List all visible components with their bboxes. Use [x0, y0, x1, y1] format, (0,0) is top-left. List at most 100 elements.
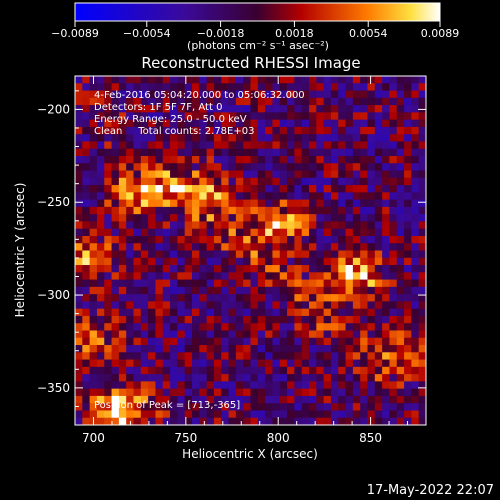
heatmap-cell: [206, 199, 215, 208]
heatmap-cell: [265, 381, 273, 390]
heatmap-cell: [82, 119, 91, 128]
heatmap-cell: [213, 388, 222, 397]
heatmap-cell: [213, 199, 222, 208]
heatmap-cell: [411, 105, 420, 113]
heatmap-cell: [75, 294, 83, 302]
heatmap-cell: [89, 359, 98, 368]
heatmap-cell: [126, 359, 134, 368]
heatmap-cell: [199, 265, 208, 273]
heatmap-cell: [199, 76, 208, 84]
heatmap-cell: [89, 286, 98, 295]
heatmap-cell: [338, 214, 346, 222]
heatmap-cell: [133, 374, 142, 382]
heatmap-cell: [155, 214, 164, 222]
heatmap-cell: [287, 359, 295, 368]
heatmap-cell: [111, 97, 120, 106]
heatmap-cell: [396, 97, 405, 106]
heatmap-cell: [228, 141, 237, 150]
heatmap-cell: [360, 330, 368, 339]
heatmap-cell: [82, 410, 91, 419]
heatmap-cell: [250, 177, 259, 186]
heatmap-cell: [272, 192, 281, 200]
heatmap-cell: [75, 265, 83, 273]
heatmap-cell: [323, 97, 332, 106]
heatmap-cell: [338, 155, 346, 164]
heatmap-cell: [396, 315, 405, 324]
heatmap-cell: [75, 243, 83, 251]
heatmap-cell: [250, 257, 259, 266]
heatmap-cell: [272, 83, 281, 91]
heatmap-cell: [111, 272, 120, 280]
heatmap-cell: [177, 235, 186, 244]
heatmap-cell: [316, 105, 325, 113]
heatmap-cell: [411, 279, 420, 288]
heatmap-cell: [418, 119, 427, 128]
heatmap-cell: [309, 83, 317, 91]
heatmap-cell: [382, 359, 390, 368]
heatmap-cell: [265, 366, 273, 375]
heatmap-cell: [184, 366, 193, 375]
heatmap-cell: [118, 294, 127, 302]
heatmap-cell: [206, 119, 215, 128]
heatmap-cell: [301, 148, 310, 157]
heatmap-cell: [330, 359, 339, 368]
heatmap-cell: [389, 199, 398, 208]
heatmap-cell: [411, 90, 420, 99]
heatmap-cell: [96, 337, 105, 346]
heatmap-cell: [184, 105, 193, 113]
heatmap-cell: [162, 381, 171, 390]
heatmap-cell: [199, 417, 208, 426]
heatmap-cell: [272, 185, 281, 193]
heatmap-cell: [309, 323, 317, 331]
heatmap-cell: [287, 76, 295, 84]
heatmap-cell: [206, 337, 215, 346]
heatmap-cell: [184, 185, 193, 193]
heatmap-cell: [250, 155, 259, 164]
heatmap-cell: [184, 403, 193, 411]
heatmap-cell: [89, 301, 98, 310]
heatmap-cell: [345, 410, 354, 419]
heatmap-cell: [177, 250, 186, 259]
heatmap-cell: [265, 403, 273, 411]
heatmap-cell: [374, 192, 383, 200]
heatmap-cell: [389, 148, 398, 157]
heatmap-cell: [389, 265, 398, 273]
heatmap-cell: [243, 359, 251, 368]
heatmap-cell: [104, 279, 112, 288]
heatmap-cell: [75, 381, 83, 390]
heatmap-cell: [360, 395, 368, 404]
colorbar: −0.0089 −0.0054 −0.0018 0.0018 0.0054 0.0089 …: [51, 2, 459, 52]
heatmap-cell: [294, 235, 303, 244]
heatmap-cell: [360, 243, 368, 251]
heatmap-cell: [257, 315, 266, 324]
heatmap-cell: [352, 330, 361, 339]
heatmap-cell: [250, 381, 259, 390]
heatmap-cell: [309, 206, 317, 215]
heatmap-cell: [75, 90, 83, 99]
heatmap-cell: [374, 337, 383, 346]
heatmap-cell: [133, 105, 142, 113]
heatmap-cell: [257, 352, 266, 360]
heatmap-cell: [118, 119, 127, 128]
heatmap-cell: [111, 250, 120, 259]
heatmap-cell: [272, 323, 281, 331]
heatmap-cell: [301, 97, 310, 106]
heatmap-cell: [301, 134, 310, 142]
heatmap-cell: [301, 228, 310, 237]
heatmap-cell: [367, 243, 376, 251]
heatmap-cell: [228, 294, 237, 302]
heatmap-cell: [126, 308, 134, 317]
heatmap-cell: [82, 206, 91, 215]
heatmap-cell: [206, 83, 215, 91]
heatmap-cell: [213, 374, 222, 382]
heatmap-cell: [338, 403, 346, 411]
heatmap-cell: [294, 337, 303, 346]
heatmap-cell: [206, 323, 215, 331]
peak-position-label: Position of Peak = [713,-365]: [94, 400, 240, 411]
heatmap-cell: [279, 381, 288, 390]
heatmap-cell: [89, 279, 98, 288]
heatmap-cell: [75, 163, 83, 171]
heatmap-cell: [162, 330, 171, 339]
heatmap-cell: [82, 330, 91, 339]
heatmap-cell: [389, 126, 398, 135]
